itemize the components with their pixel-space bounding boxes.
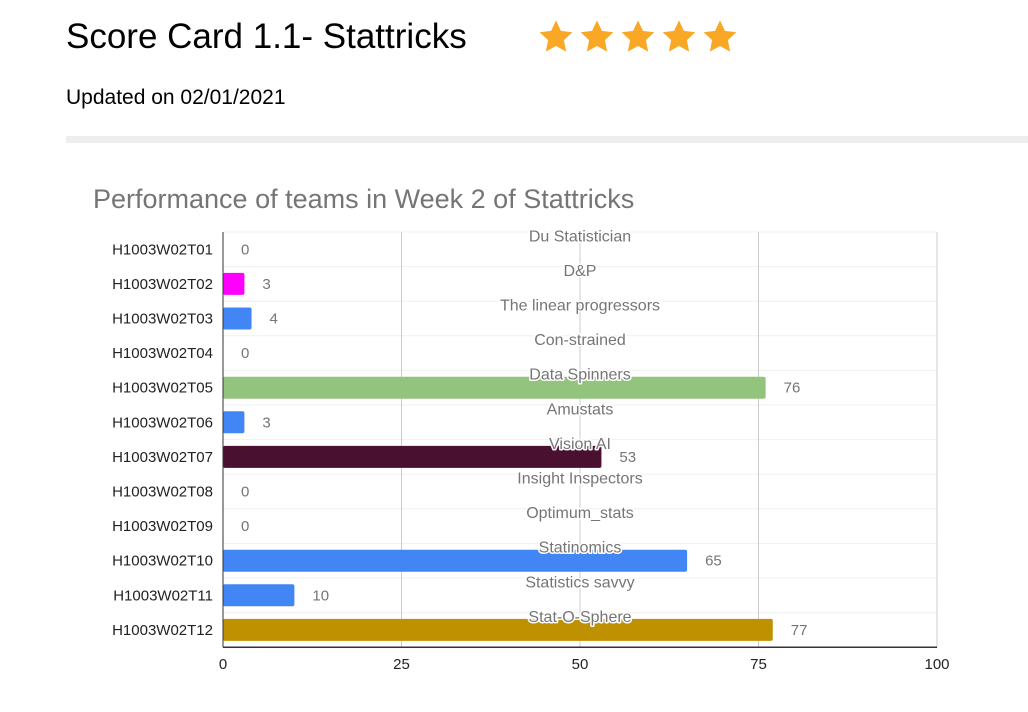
team-label: Amustats xyxy=(547,401,614,418)
team-label: Stat-O-Sphere xyxy=(528,609,631,626)
value-label: 53 xyxy=(619,449,636,466)
value-label: 0 xyxy=(241,518,249,535)
star-icon xyxy=(662,20,696,52)
bar xyxy=(223,307,252,330)
value-label: 0 xyxy=(241,345,249,362)
tick-label: 50 xyxy=(572,656,589,673)
value-label: 0 xyxy=(241,241,249,258)
team-label: Con-strained xyxy=(534,332,626,349)
category-label: H1003W02T12 xyxy=(112,622,213,639)
team-label: Statistics savvy xyxy=(525,574,634,591)
value-label: 77 xyxy=(791,622,808,639)
team-label: The linear progressors xyxy=(500,298,660,315)
category-label: H1003W02T03 xyxy=(112,311,213,328)
star-icon xyxy=(539,20,573,52)
team-label: Statinomics xyxy=(539,540,622,557)
category-label: H1003W02T06 xyxy=(112,414,213,431)
chart-category-labels: H1003W02T01 H1003W02T02 H1003W02T03 H1003W0… xyxy=(112,241,213,639)
bar-chart: Performance of teams in Week 2 of Stattr… xyxy=(93,184,950,673)
chart-x-axis: 0 25 50 75 100 xyxy=(219,232,950,673)
star-rating xyxy=(537,18,739,56)
value-label: 10 xyxy=(312,587,329,604)
value-label: 65 xyxy=(705,553,722,570)
bar xyxy=(223,272,245,295)
tick-label: 25 xyxy=(393,656,410,673)
category-label: H1003W02T05 xyxy=(112,380,213,397)
team-label: Optimum_stats xyxy=(526,505,634,522)
value-label: 4 xyxy=(270,311,278,328)
category-label: H1003W02T01 xyxy=(112,241,213,258)
category-label: H1003W02T04 xyxy=(112,345,213,362)
category-label: H1003W02T09 xyxy=(112,518,213,535)
category-label: H1003W02T08 xyxy=(112,484,213,501)
value-label: 76 xyxy=(784,380,801,397)
bar xyxy=(223,376,766,399)
bar xyxy=(223,618,773,641)
category-label: H1003W02T07 xyxy=(112,449,213,466)
page-title: Score Card 1.1- Stattricks xyxy=(66,17,467,56)
category-label: H1003W02T02 xyxy=(112,276,213,293)
tick-label: 75 xyxy=(750,656,767,673)
category-label: H1003W02T11 xyxy=(113,587,213,604)
team-label: Insight Inspectors xyxy=(517,471,642,488)
value-label: 3 xyxy=(262,414,270,431)
star-icon xyxy=(703,20,737,52)
value-label: 3 xyxy=(262,276,270,293)
chart-title: Performance of teams in Week 2 of Stattr… xyxy=(93,184,634,214)
chart-bars xyxy=(223,272,773,641)
star-icon xyxy=(621,20,655,52)
bar xyxy=(223,584,295,607)
bar xyxy=(223,549,688,572)
updated-date: Updated on 02/01/2021 xyxy=(66,86,286,109)
team-label: Du Statistician xyxy=(529,228,631,245)
bar xyxy=(223,411,245,434)
chart-value-labels: 0 3 4 0 76 3 53 0 0 65 10 77 xyxy=(241,241,807,639)
team-label: Data Spinners xyxy=(529,367,630,384)
team-label: D&P xyxy=(564,263,597,280)
category-label: H1003W02T10 xyxy=(112,553,213,570)
value-label: 0 xyxy=(241,484,249,501)
bar xyxy=(223,445,602,468)
chart-team-labels: Du Statistician D&P The linear progressors… xyxy=(498,227,661,628)
divider xyxy=(66,136,1028,143)
tick-label: 0 xyxy=(219,656,227,673)
star-icon xyxy=(580,20,614,52)
tick-label: 100 xyxy=(924,656,949,673)
team-label: Vision AI xyxy=(549,436,611,453)
